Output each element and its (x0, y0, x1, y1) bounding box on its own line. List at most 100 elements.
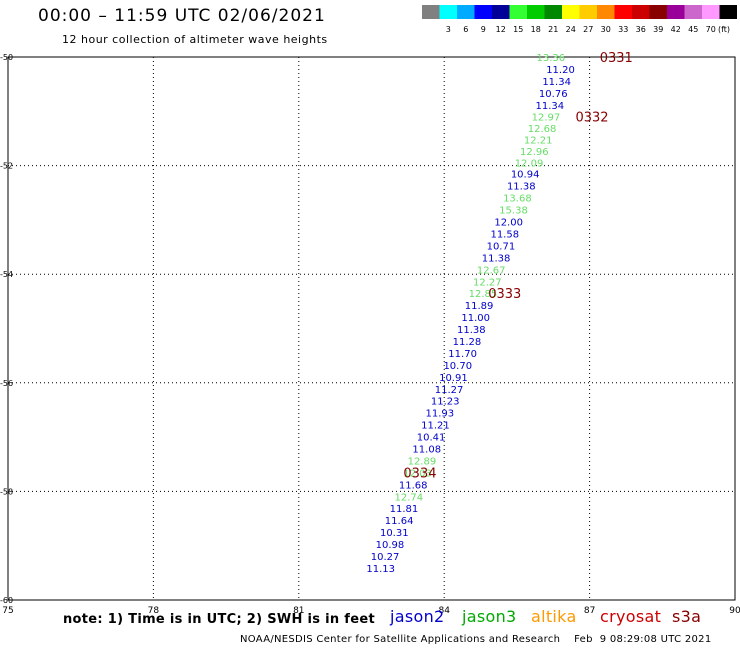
y-tick-label: -60 (0, 596, 13, 605)
legend-label: 12 (496, 25, 506, 34)
legend-swatch (649, 5, 667, 19)
wave-height-point: 10.91 (439, 373, 468, 384)
time-label: 0333 (488, 287, 521, 302)
plot-frame (7, 56, 736, 601)
wave-height-point: 11.93 (426, 409, 455, 420)
legend-label: 30 (601, 25, 611, 34)
wave-height-point: 11.34 (542, 77, 571, 88)
legend-swatch (439, 5, 457, 19)
legend-label: 3 (446, 25, 451, 34)
wave-height-point: 12.03 (403, 468, 432, 479)
legend-swatch (614, 5, 632, 19)
wave-height-point: 12.21 (524, 136, 553, 147)
legend-label: 9 (481, 25, 486, 34)
y-tick-label: -54 (0, 270, 13, 279)
legend-swatch (719, 5, 737, 19)
wave-height-point: 10.94 (511, 170, 540, 181)
legend-swatch (422, 5, 440, 19)
wave-height-point: 10.98 (376, 540, 405, 551)
wave-height-point: 12.09 (515, 158, 544, 169)
legend-label: 24 (566, 25, 576, 34)
legend-swatch (562, 5, 580, 19)
legend-swatch (632, 5, 650, 19)
x-tick-label: 87 (584, 606, 595, 616)
wave-height-point: 10.41 (417, 433, 446, 444)
wave-height-point: 11.38 (482, 253, 511, 264)
legend-swatch (509, 5, 527, 19)
wave-height-point: 11.13 (366, 564, 395, 575)
wave-height-point: 12.68 (528, 124, 557, 135)
wave-height-point: 11.58 (490, 229, 519, 240)
x-tick-label: 84 (438, 606, 450, 616)
y-tick-label: -56 (0, 379, 13, 388)
wave-height-point: 11.27 (435, 385, 464, 396)
legend-swatch (527, 5, 545, 19)
legend-swatch (544, 5, 562, 19)
legend-label: 70 (706, 25, 716, 34)
satellite-label-s3a: s3a (672, 607, 702, 626)
wave-height-point: 10.70 (443, 361, 472, 372)
page-title: 00:00 – 11:59 UTC 02/06/2021 (38, 6, 326, 26)
wave-height-point: 11.21 (421, 421, 450, 432)
legend-swatch (579, 5, 597, 19)
y-tick-label: -50 (0, 53, 13, 62)
legend-label: 33 (618, 25, 628, 34)
wave-height-point: 15.38 (499, 206, 528, 217)
satellite-label-jason2: jason2 (390, 607, 445, 626)
legend-label: 27 (583, 25, 593, 34)
legend-label: 6 (463, 25, 468, 34)
wave-height-point: 10.27 (371, 552, 400, 563)
wave-height-point: 12.89 (408, 456, 437, 467)
wave-height-point: 11.38 (507, 182, 536, 193)
legend-swatch (702, 5, 720, 19)
wave-height-point: 10.31 (380, 528, 409, 539)
wave-height-point: 12.27 (473, 277, 502, 288)
legend-label: 21 (548, 25, 558, 34)
x-tick-label: 81 (293, 606, 304, 616)
wave-height-point: 11.34 (536, 101, 565, 112)
wave-height-point: 10.71 (487, 241, 516, 252)
wave-height-point: 12.74 (394, 492, 423, 503)
wave-height-point: 11.68 (399, 480, 428, 491)
wave-height-point: 12.00 (494, 218, 523, 229)
x-tick-label: 78 (148, 606, 160, 616)
legend-swatch (457, 5, 475, 19)
time-label: 0331 (600, 51, 633, 66)
wave-height-point: 10.76 (539, 89, 568, 100)
legend-label: 15 (513, 25, 523, 34)
legend-swatch (597, 5, 615, 19)
wave-height-point: 12.67 (477, 265, 506, 276)
legend-label: 39 (653, 25, 663, 34)
wave-height-point: 13.68 (503, 194, 532, 205)
legend-swatch (667, 5, 685, 19)
y-tick-label: -58 (0, 487, 13, 496)
y-tick-label: -52 (0, 162, 13, 171)
wave-height-point: 11.64 (385, 516, 414, 527)
x-tick-label: 75 (2, 606, 13, 616)
x-tick-label: 90 (729, 606, 740, 616)
wave-height-point: 11.89 (465, 301, 494, 312)
satellite-label-cryosat: cryosat (600, 607, 662, 626)
wave-height-point: 11.23 (431, 397, 460, 408)
wave-height-point: 11.81 (390, 504, 419, 515)
wave-height-point: 11.38 (457, 325, 486, 336)
page-subtitle: 12 hour collection of altimeter wave hei… (62, 33, 328, 46)
legend-label: 42 (671, 25, 681, 34)
footer-note: note: 1) Time is in UTC; 2) SWH is in fe… (63, 612, 375, 627)
wave-height-point: 12.97 (532, 113, 561, 124)
wave-height-point: 11.20 (546, 65, 575, 76)
legend-label: 36 (636, 25, 646, 34)
legend-units: (ft) (718, 25, 730, 34)
wave-height-point: 11.28 (453, 337, 482, 348)
legend-swatch (684, 5, 702, 19)
wave-height-point: 12.85 (469, 289, 498, 300)
time-label: 0334 (403, 466, 436, 481)
time-label: 0332 (575, 111, 608, 126)
wave-height-point: 11.08 (412, 445, 441, 456)
legend-swatch (492, 5, 510, 19)
legend-swatch (474, 5, 492, 19)
satellite-label-altika: altika (531, 607, 577, 626)
legend-label: 18 (531, 25, 541, 34)
